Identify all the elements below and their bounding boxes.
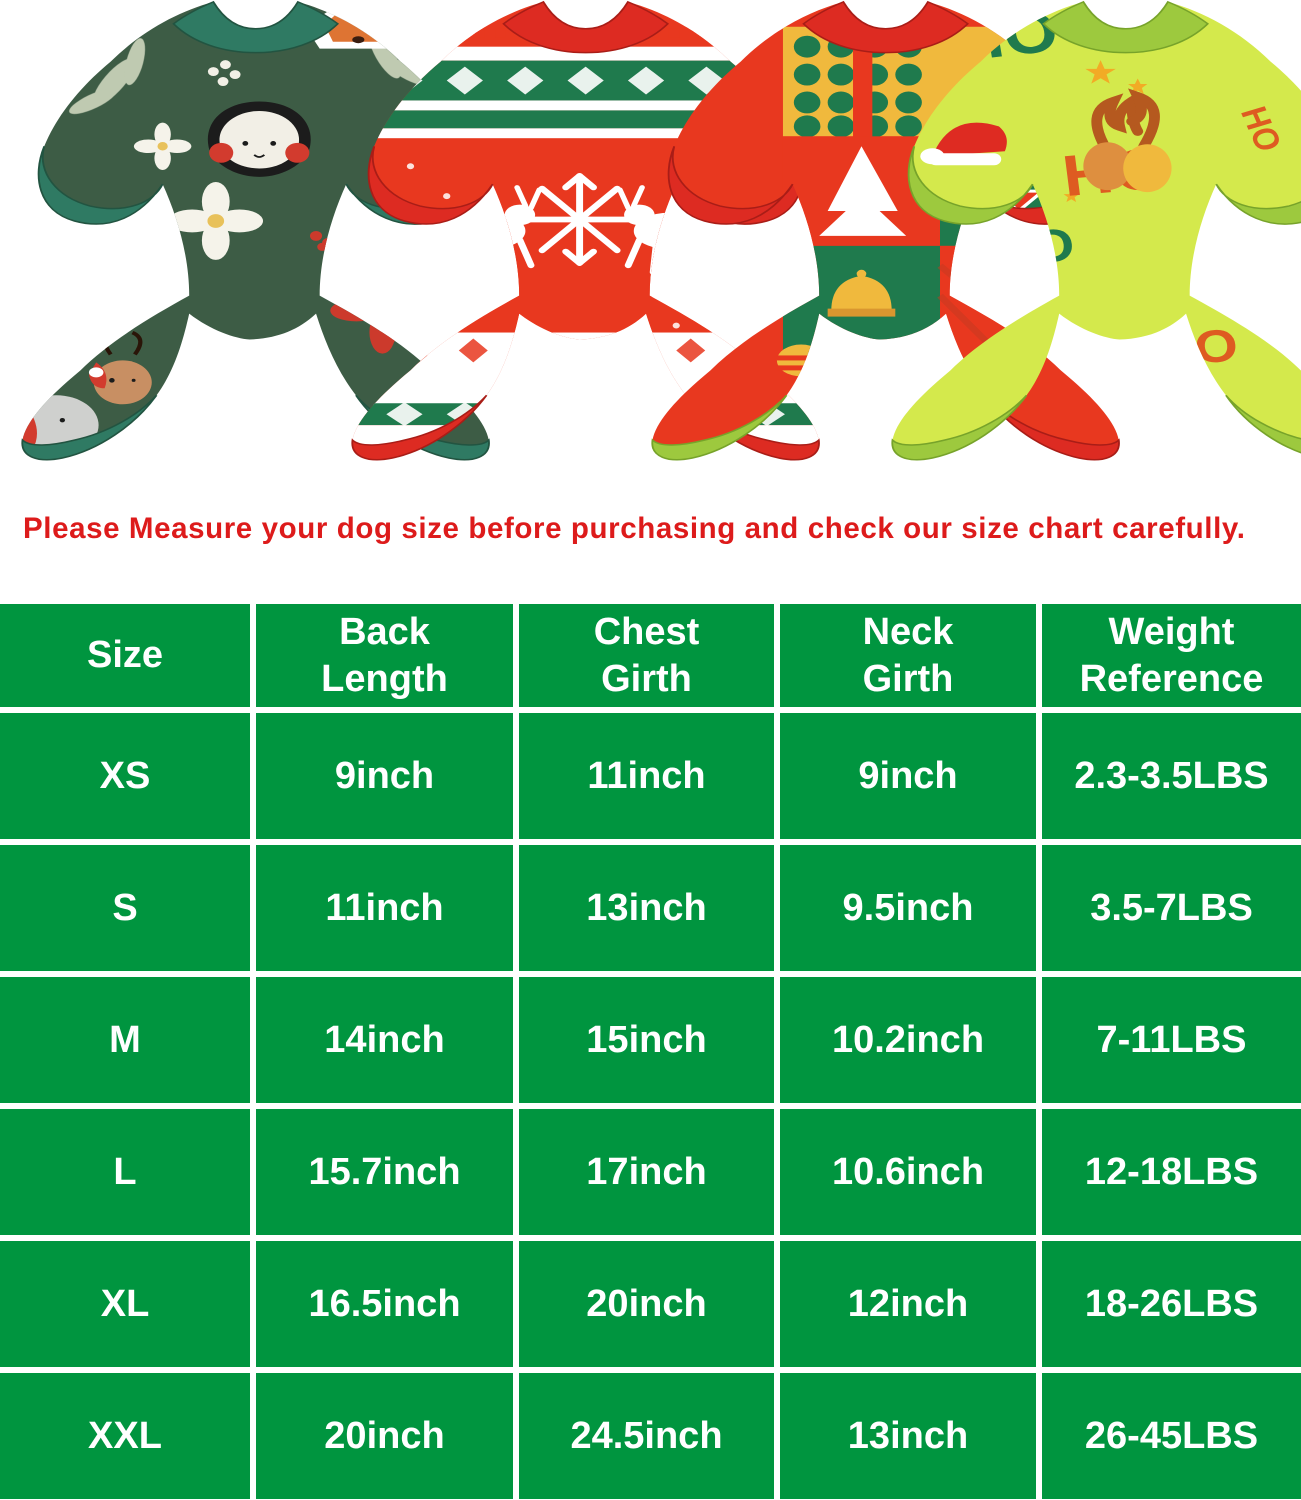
- svg-text:HO: HO: [988, 219, 1076, 276]
- svg-text:HO: HO: [1152, 319, 1239, 375]
